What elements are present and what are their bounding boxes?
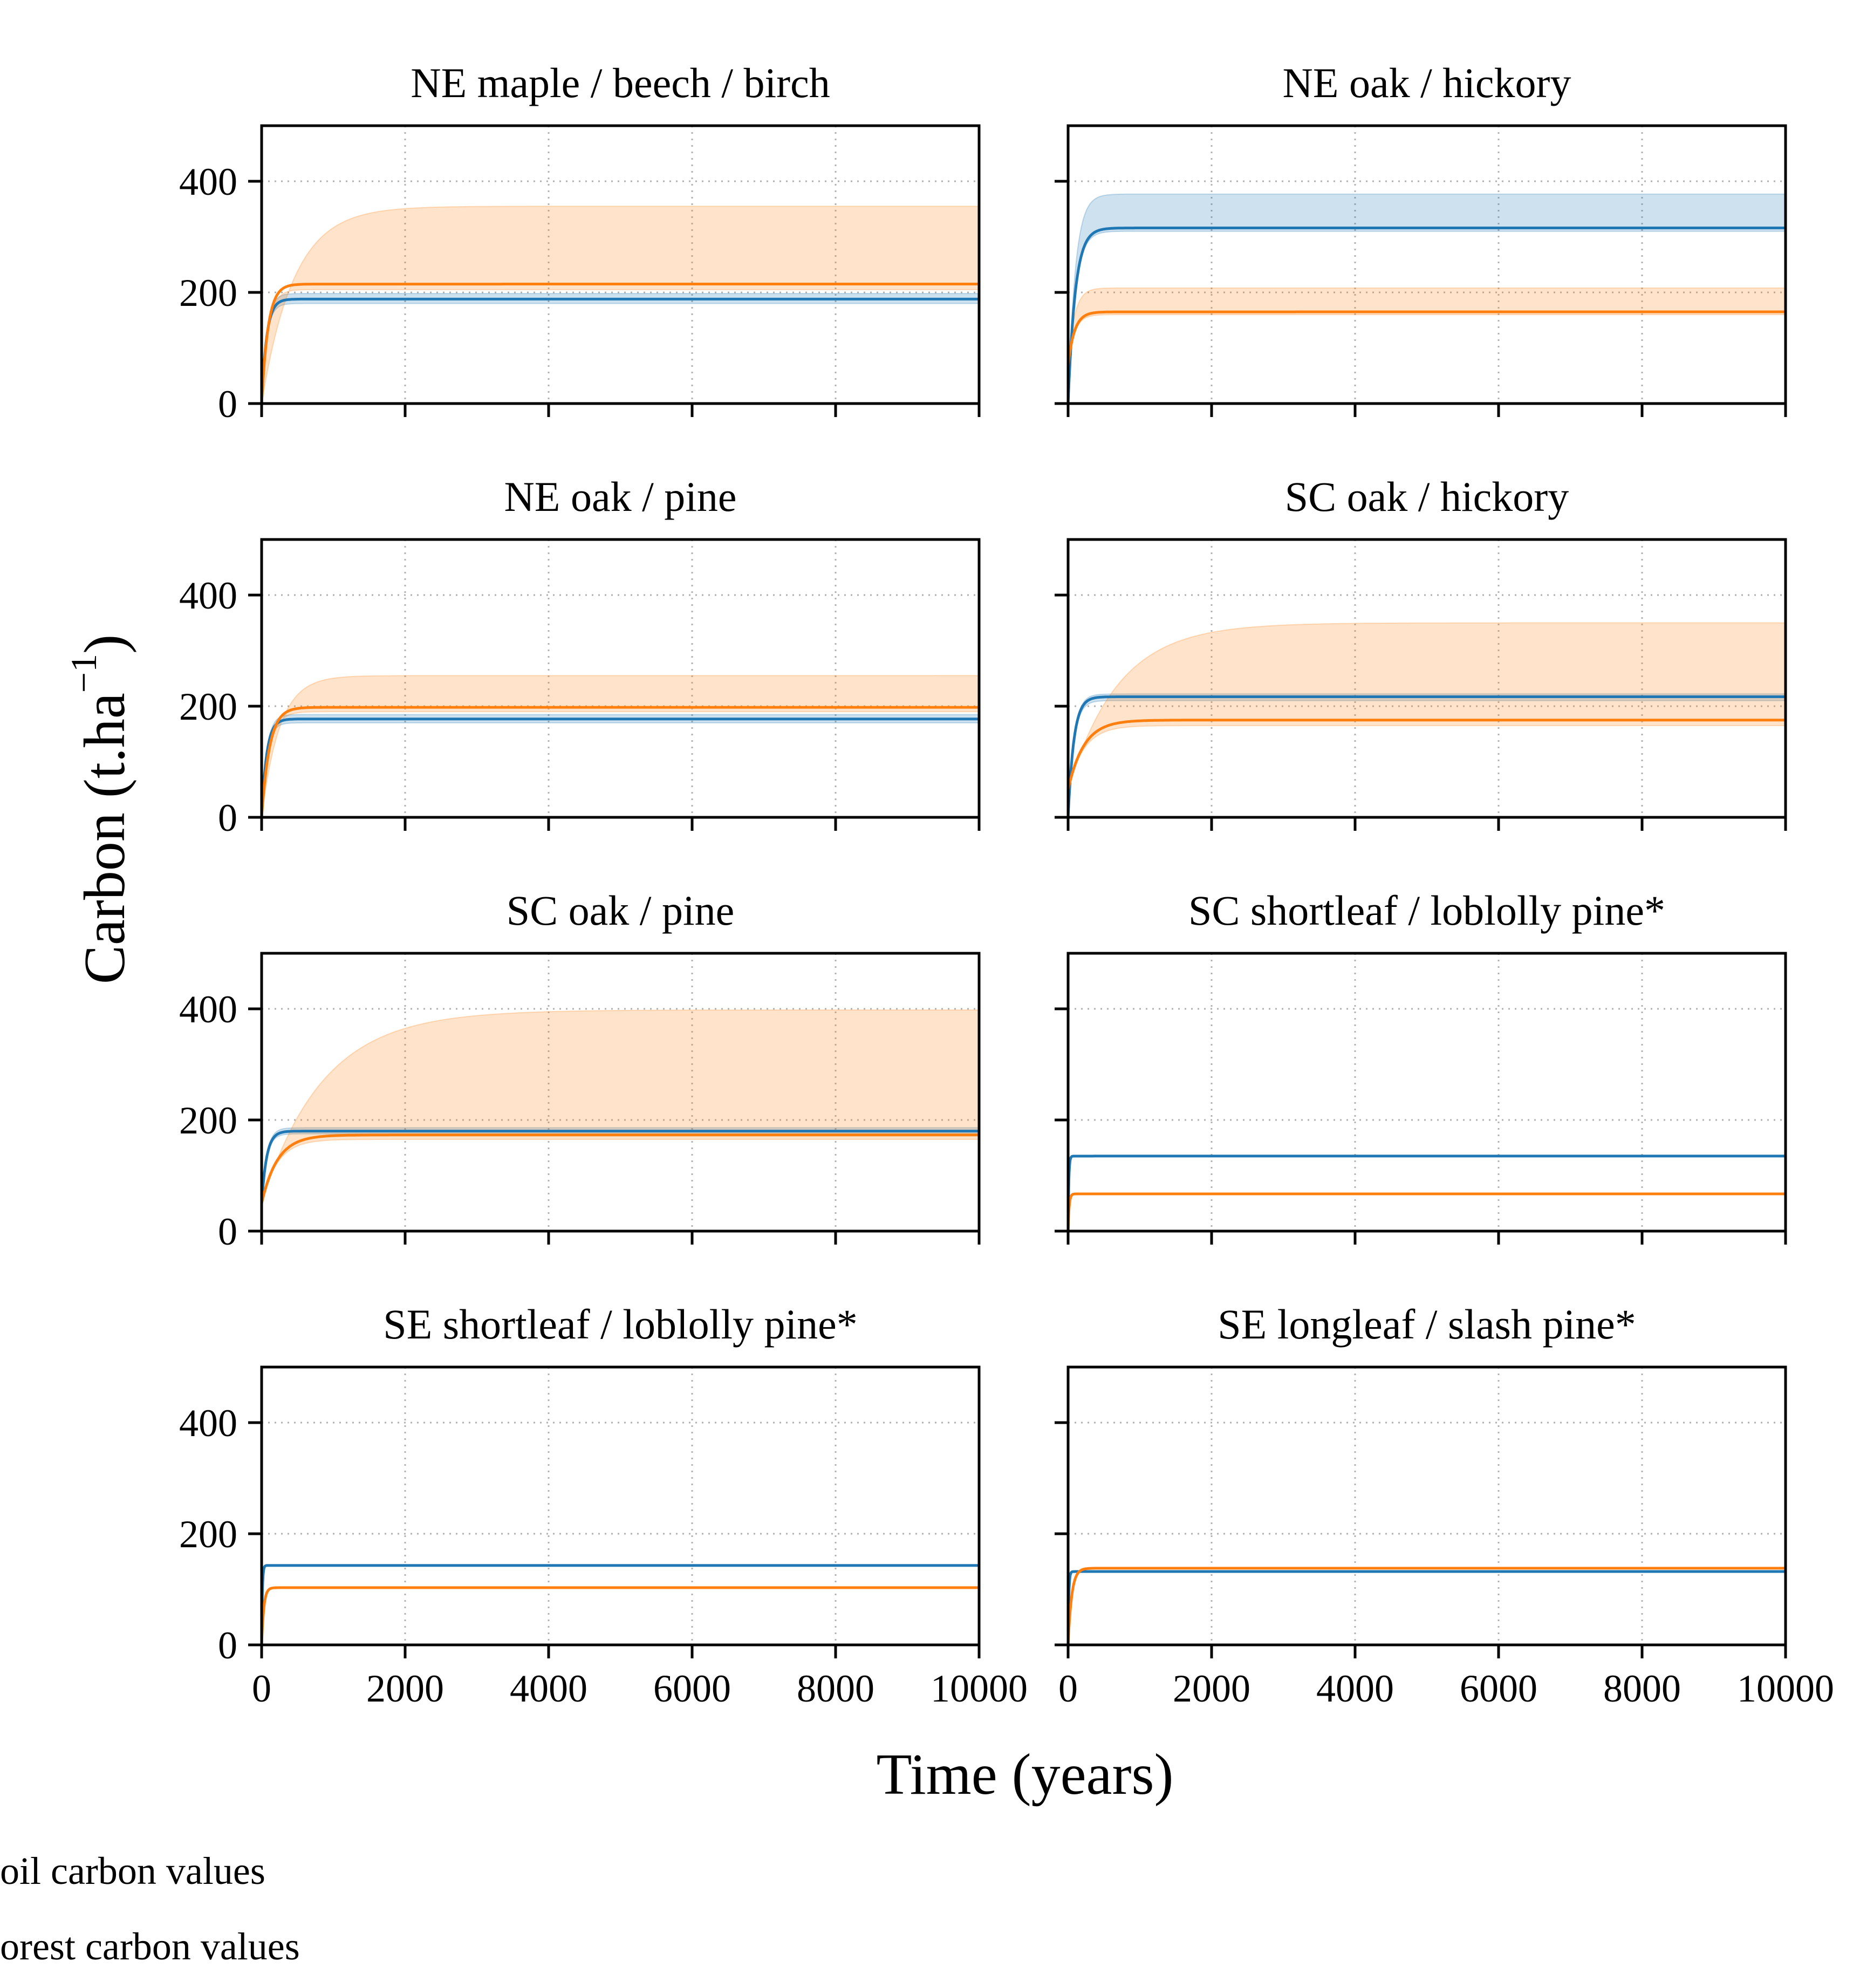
y-axis-label-close: ) [73, 634, 137, 654]
panel-title: NE oak / pine [504, 473, 736, 520]
series-line [262, 1586, 979, 1645]
y-axis-label-group: Carbon (t.ha−1) [63, 634, 137, 984]
panel: SE shortleaf / loblolly pine*0 2000 4000 60… [179, 1301, 1028, 1710]
panel-plot-area [262, 1009, 979, 1205]
panel: NE maple / beech / birch 0 200 400 [179, 59, 981, 426]
panel-frame [260, 124, 981, 405]
panel-plot-area [1068, 1154, 1786, 1231]
x-axis-label: Time (years) [877, 1743, 1174, 1807]
y-tick-label: 400 [179, 574, 237, 617]
y-tick-label: 0 [218, 382, 237, 426]
uncertainty-band [1068, 287, 1786, 365]
panel: SC shortleaf / loblolly pine* [1055, 887, 1787, 1245]
panel-title: NE oak / hickory [1282, 59, 1571, 106]
panel: NE oak / hickory [1055, 59, 1787, 417]
x-tick-label: 4000 [510, 1667, 587, 1710]
series-line [1068, 1567, 1786, 1645]
x-tick-label: 8000 [1603, 1667, 1681, 1710]
panel-title: SC oak / pine [507, 887, 735, 934]
panel-plot-area [262, 206, 979, 404]
uncertainty-band [262, 293, 979, 404]
y-tick-label: 0 [218, 1210, 237, 1253]
x-tick-label: 6000 [653, 1667, 731, 1710]
series-line [262, 1564, 979, 1645]
uncertainty-band [1068, 693, 1786, 817]
series-line [262, 283, 979, 404]
legend-item-forest: orest carbon values [0, 1925, 300, 1968]
y-tick-label: 200 [179, 1513, 237, 1556]
uncertainty-band [1068, 622, 1786, 790]
panel: NE oak / pine 0 200 400 [179, 473, 981, 839]
panel: SE longleaf / slash pine* 0 2000 4000 6000 80… [1055, 1301, 1834, 1710]
panel-plot-area [1068, 1567, 1786, 1645]
series-line [1068, 695, 1786, 817]
y-tick-label: 0 [218, 796, 237, 839]
panel-title: SC oak / hickory [1285, 473, 1569, 520]
panel-frame [1066, 124, 1787, 405]
uncertainty-band [1068, 193, 1786, 404]
series-line [262, 297, 979, 404]
y-tick-label: 200 [179, 685, 237, 728]
uncertainty-band [262, 675, 979, 817]
panel-frame [260, 538, 981, 819]
uncertainty-band [262, 206, 979, 404]
x-tick-label: 2000 [1173, 1667, 1250, 1710]
series-line [262, 718, 979, 817]
series-line [262, 1133, 979, 1205]
uncertainty-band [262, 714, 979, 817]
series-line [1068, 227, 1786, 404]
y-axis-label-exponent: −1 [63, 654, 104, 693]
y-tick-label: 200 [179, 271, 237, 315]
panel-title: SE shortleaf / loblolly pine* [383, 1301, 858, 1348]
x-tick-label: 2000 [366, 1667, 444, 1710]
panel: SC oak / hickory [1055, 473, 1787, 831]
panel-frame [1066, 1365, 1787, 1647]
panel-frame [260, 952, 981, 1233]
x-tick-label: 0 [1058, 1667, 1078, 1710]
y-tick-label: 400 [179, 160, 237, 203]
series-line [1068, 1570, 1786, 1645]
x-tick-label: 8000 [797, 1667, 874, 1710]
uncertainty-band [262, 1009, 979, 1204]
x-tick-label: 4000 [1316, 1667, 1394, 1710]
panel-title: SC shortleaf / loblolly pine* [1188, 887, 1665, 934]
x-tick-label: 10000 [931, 1667, 1028, 1710]
x-tick-label: 6000 [1460, 1667, 1537, 1710]
panel-frame [1066, 538, 1787, 819]
series-line [262, 706, 979, 817]
panel: SC oak / pine 0 200 400 [179, 887, 981, 1253]
series-line [1068, 1154, 1786, 1231]
series-line [1068, 719, 1786, 791]
legend: oil carbon values orest carbon values [0, 1849, 300, 1968]
panel-plot-area [262, 675, 979, 817]
panel-title: SE longleaf / slash pine* [1218, 1301, 1636, 1348]
y-tick-label: 200 [179, 1099, 237, 1142]
panel-plot-area [262, 1564, 979, 1645]
y-axis-label-main: Carbon (t.ha [73, 693, 137, 984]
series-line [262, 1130, 979, 1204]
x-tick-label: 0 [252, 1667, 271, 1710]
panel-frame [260, 1365, 981, 1647]
panel-plot-area [1068, 193, 1786, 404]
panel-frame [1066, 952, 1787, 1233]
panel-plot-area [1068, 622, 1786, 817]
y-tick-label: 400 [179, 1402, 237, 1445]
series-line [1068, 310, 1786, 365]
y-axis-label: Carbon (t.ha−1) [63, 634, 137, 984]
legend-item-soil: oil carbon values [0, 1849, 265, 1893]
y-tick-label: 400 [179, 988, 237, 1031]
uncertainty-band [262, 1127, 979, 1204]
y-tick-label: 0 [218, 1624, 237, 1667]
series-line [1068, 1192, 1786, 1231]
panel-title: NE maple / beech / birch [411, 59, 830, 106]
x-tick-label: 10000 [1737, 1667, 1834, 1710]
